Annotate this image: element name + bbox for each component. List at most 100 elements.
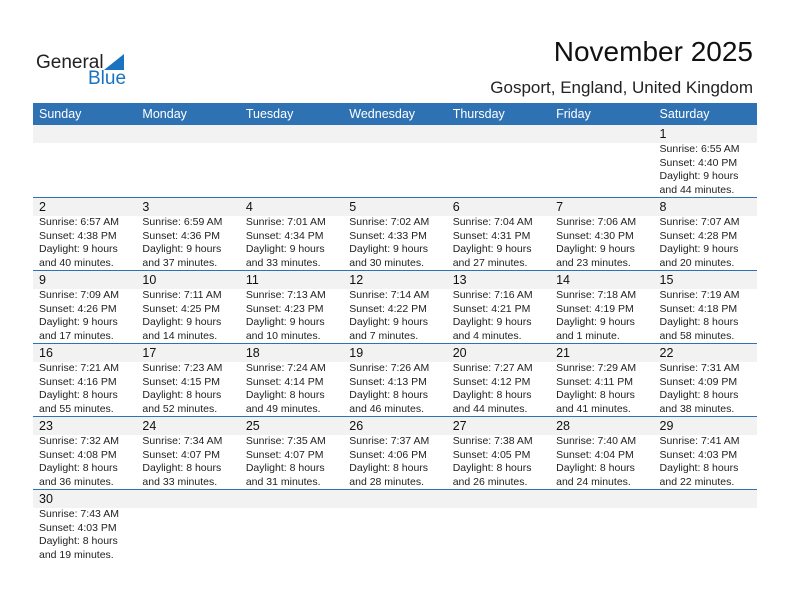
day-cell: 6 Sunrise: 7:04 AM Sunset: 4:31 PM Daylight… <box>447 198 550 270</box>
day-cell: 21 Sunrise: 7:29 AM Sunset: 4:11 PM Dayligh… <box>550 344 653 416</box>
sunrise-time: Sunrise: 7:40 AM <box>556 435 637 447</box>
day-cell: 20 Sunrise: 7:27 AM Sunset: 4:12 PM Dayligh… <box>447 344 550 416</box>
weekday-tuesday: Tuesday <box>245 107 294 121</box>
sunset-time: Sunset: 4:31 PM <box>452 229 531 242</box>
sunset-time: Sunset: 4:07 PM <box>245 448 324 461</box>
day-number: 18 <box>245 346 260 360</box>
day-number: 2 <box>39 200 46 214</box>
sunset-time: Sunset: 4:26 PM <box>39 302 117 315</box>
day-number: 8 <box>659 200 667 214</box>
sunset-time: Sunset: 4:38 PM <box>39 229 117 242</box>
sunrise-time: Sunrise: 7:38 AM <box>452 435 533 447</box>
week-row: 16 Sunrise: 7:21 AM Sunset: 4:16 PM Dayligh… <box>33 344 757 417</box>
empty-cell <box>343 490 446 563</box>
weekday-saturday: Saturday <box>659 107 710 121</box>
day-number: 14 <box>556 273 571 287</box>
daylight-hours: Daylight: 9 hours <box>452 243 532 255</box>
day-cell: 4 Sunrise: 7:01 AM Sunset: 4:34 PM Daylight… <box>240 198 343 270</box>
sunset-time: Sunset: 4:04 PM <box>556 448 634 461</box>
daylight-hours: Daylight: 8 hours <box>452 462 532 474</box>
weekday-monday: Monday <box>142 107 187 121</box>
logo-text-general: General <box>36 52 104 73</box>
sunrise-time: Sunrise: 7:35 AM <box>245 435 326 447</box>
daylight-minutes: and 28 minutes. <box>349 475 424 488</box>
daylight-minutes: and 20 minutes. <box>659 256 735 269</box>
weekday-wednesday: Wednesday <box>349 107 416 121</box>
daylight-hours: Daylight: 9 hours <box>349 316 429 328</box>
day-number: 20 <box>452 346 467 360</box>
day-cell: 2 Sunrise: 6:57 AM Sunset: 4:38 PM Daylight… <box>33 198 136 270</box>
week-row: 2 Sunrise: 6:57 AM Sunset: 4:38 PM Daylight… <box>33 198 757 271</box>
day-number: 15 <box>659 273 674 287</box>
day-cell: 9 Sunrise: 7:09 AM Sunset: 4:26 PM Daylight… <box>33 271 136 343</box>
sunset-time: Sunset: 4:34 PM <box>245 229 324 242</box>
day-number: 30 <box>39 492 53 506</box>
week-row: 30 Sunrise: 7:43 AM Sunset: 4:03 PM Dayligh… <box>33 490 757 563</box>
day-number: 21 <box>556 346 571 360</box>
empty-cell <box>136 490 239 563</box>
daylight-minutes: and 19 minutes. <box>39 548 114 561</box>
day-cell: 5 Sunrise: 7:02 AM Sunset: 4:33 PM Daylight… <box>343 198 446 270</box>
weekday-sunday: Sunday <box>39 107 82 121</box>
sunset-time: Sunset: 4:12 PM <box>452 375 531 388</box>
daylight-hours: Daylight: 8 hours <box>245 389 325 401</box>
sunset-time: Sunset: 4:36 PM <box>142 229 221 242</box>
day-number: 11 <box>245 273 259 287</box>
daylight-hours: Daylight: 8 hours <box>659 316 739 328</box>
daylight-minutes: and 49 minutes. <box>245 402 321 415</box>
day-cell: 23 Sunrise: 7:32 AM Sunset: 4:08 PM Dayligh… <box>33 417 136 489</box>
daylight-hours: Daylight: 9 hours <box>659 170 739 182</box>
sunset-time: Sunset: 4:30 PM <box>556 229 634 242</box>
sunrise-time: Sunrise: 7:14 AM <box>349 289 430 301</box>
day-number: 28 <box>556 419 571 433</box>
empty-cell <box>33 125 136 197</box>
day-number: 4 <box>245 200 253 214</box>
empty-cell <box>240 490 343 563</box>
daylight-minutes: and 33 minutes. <box>142 475 218 488</box>
sunrise-time: Sunrise: 7:32 AM <box>39 435 119 447</box>
daylight-minutes: and 26 minutes. <box>452 475 528 488</box>
daylight-hours: Daylight: 8 hours <box>452 389 532 401</box>
daylight-minutes: and 40 minutes. <box>39 256 114 269</box>
week-row: 9 Sunrise: 7:09 AM Sunset: 4:26 PM Daylight… <box>33 271 757 344</box>
sunrise-time: Sunrise: 7:07 AM <box>659 216 740 228</box>
day-cell: 1 Sunrise: 6:55 AM Sunset: 4:40 PM Daylight… <box>654 125 757 197</box>
sunrise-time: Sunrise: 7:26 AM <box>349 362 430 374</box>
sunset-time: Sunset: 4:40 PM <box>659 156 738 169</box>
daylight-hours: Daylight: 9 hours <box>659 243 739 255</box>
sunset-time: Sunset: 4:28 PM <box>659 229 738 242</box>
day-number: 22 <box>659 346 674 360</box>
empty-cell <box>550 490 653 563</box>
sunrise-time: Sunrise: 6:59 AM <box>142 216 223 228</box>
day-cell: 29 Sunrise: 7:41 AM Sunset: 4:03 PM Dayligh… <box>654 417 757 489</box>
day-number: 23 <box>39 419 53 433</box>
sunrise-time: Sunrise: 7:11 AM <box>142 289 222 301</box>
day-number: 13 <box>452 273 467 287</box>
daylight-minutes: and 55 minutes. <box>39 402 114 415</box>
sunrise-time: Sunrise: 7:21 AM <box>39 362 119 374</box>
sunset-time: Sunset: 4:07 PM <box>142 448 221 461</box>
sunset-time: Sunset: 4:18 PM <box>659 302 738 315</box>
sunrise-time: Sunrise: 6:57 AM <box>39 216 119 228</box>
sunset-time: Sunset: 4:09 PM <box>659 375 738 388</box>
daylight-hours: Daylight: 9 hours <box>349 243 429 255</box>
sunrise-time: Sunrise: 7:41 AM <box>659 435 740 447</box>
sunset-time: Sunset: 4:21 PM <box>452 302 531 315</box>
day-cell: 24 Sunrise: 7:34 AM Sunset: 4:07 PM Dayligh… <box>136 417 239 489</box>
sunrise-time: Sunrise: 7:06 AM <box>556 216 637 228</box>
daylight-hours: Daylight: 8 hours <box>659 462 739 474</box>
empty-cell <box>447 125 550 197</box>
day-number: 6 <box>452 200 460 214</box>
sunrise-time: Sunrise: 7:01 AM <box>245 216 326 228</box>
sunset-time: Sunset: 4:25 PM <box>142 302 221 315</box>
sunset-time: Sunset: 4:13 PM <box>349 375 427 388</box>
day-number: 27 <box>452 419 467 433</box>
day-cell: 16 Sunrise: 7:21 AM Sunset: 4:16 PM Dayligh… <box>33 344 136 416</box>
daylight-hours: Daylight: 8 hours <box>349 389 429 401</box>
daylight-minutes: and 27 minutes. <box>452 256 528 269</box>
daylight-hours: Daylight: 8 hours <box>39 462 118 474</box>
daylight-hours: Daylight: 8 hours <box>39 535 118 547</box>
calendar: Sunday Monday Tuesday Wednesday Thursday Frid… <box>33 103 757 563</box>
sunset-time: Sunset: 4:16 PM <box>39 375 117 388</box>
daylight-minutes: and 37 minutes. <box>142 256 218 269</box>
